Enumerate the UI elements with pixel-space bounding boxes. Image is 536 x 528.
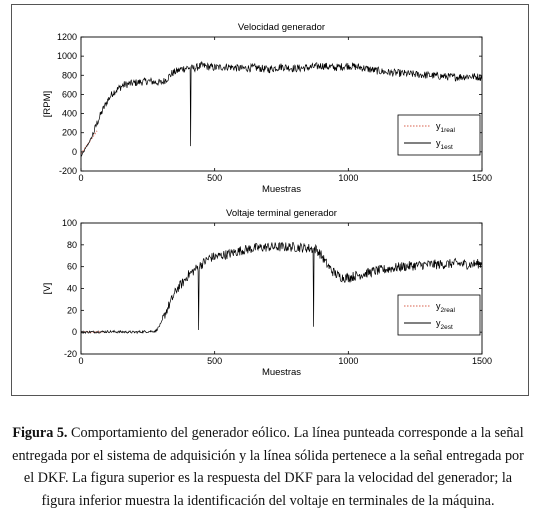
x-axis-label: Muestras [262, 367, 301, 378]
y-tick-label: 40 [67, 284, 77, 294]
y-axis-label: [V] [42, 283, 53, 295]
series-line-y2est [81, 241, 482, 335]
plot-area [81, 241, 482, 335]
caption-label: Figura 5. [12, 425, 68, 441]
legend-label-main: y [436, 301, 441, 311]
y-axis-label: [RPM] [42, 91, 53, 117]
x-tick-label: 0 [78, 173, 83, 183]
caption-text: Comportamiento del generador eólico. La … [12, 425, 524, 509]
y-tick-label: 20 [67, 305, 77, 315]
y-tick-label: -20 [64, 349, 77, 359]
legend-label-sub: 1real [441, 127, 456, 134]
figure-frame: Velocidad generador Muestras [RPM] 0 500 1000… [11, 4, 529, 396]
x-tick-label: 1500 [472, 173, 492, 183]
legend-box [397, 294, 481, 336]
x-tick-label: 1000 [338, 356, 358, 366]
y-tick-label: 800 [62, 70, 77, 80]
x-tick-label: 1500 [472, 356, 492, 366]
legend-label-sub: 1est [441, 144, 453, 151]
legend-label-sub: 2real [441, 307, 456, 314]
y-tick-label: 60 [67, 262, 77, 272]
legend-label-main: y [436, 318, 441, 328]
legend-label-y1est: y1est [436, 138, 453, 151]
y-tick-label: 400 [62, 109, 77, 119]
series-line-y1est [81, 60, 482, 157]
y-tick-label: 80 [67, 240, 77, 250]
chart-title: Velocidad generador [238, 22, 325, 33]
legend-label-main: y [436, 121, 441, 131]
axes-box [80, 36, 483, 172]
legend-label-sub: 2est [441, 324, 453, 331]
y-tick-label: 1200 [57, 32, 77, 42]
legend-label-y2est: y2est [436, 318, 453, 331]
y-tick-label: -200 [59, 166, 77, 176]
y-tick-label: 200 [62, 128, 77, 138]
legend-label-y2real: y2real [436, 301, 456, 314]
y-tick-label: 100 [62, 218, 77, 228]
x-tick-label: 0 [78, 356, 83, 366]
legend-box [397, 114, 481, 156]
y-tick-label: 0 [72, 147, 77, 157]
x-tick-label: 500 [207, 173, 222, 183]
y-tick-label: 1000 [57, 51, 77, 61]
x-axis-label: Muestras [262, 184, 301, 195]
figure-caption: Figura 5. Comportamiento del generador e… [8, 422, 528, 512]
y-tick-label: 0 [72, 327, 77, 337]
y-tick-label: 600 [62, 89, 77, 99]
axes-box [80, 222, 483, 355]
plot-area [81, 60, 482, 157]
legend-label-main: y [436, 138, 441, 148]
x-tick-label: 1000 [338, 173, 358, 183]
legend-label-y1real: y1real [436, 121, 456, 134]
x-tick-label: 500 [207, 356, 222, 366]
chart-title: Voltaje terminal generador [226, 208, 337, 219]
